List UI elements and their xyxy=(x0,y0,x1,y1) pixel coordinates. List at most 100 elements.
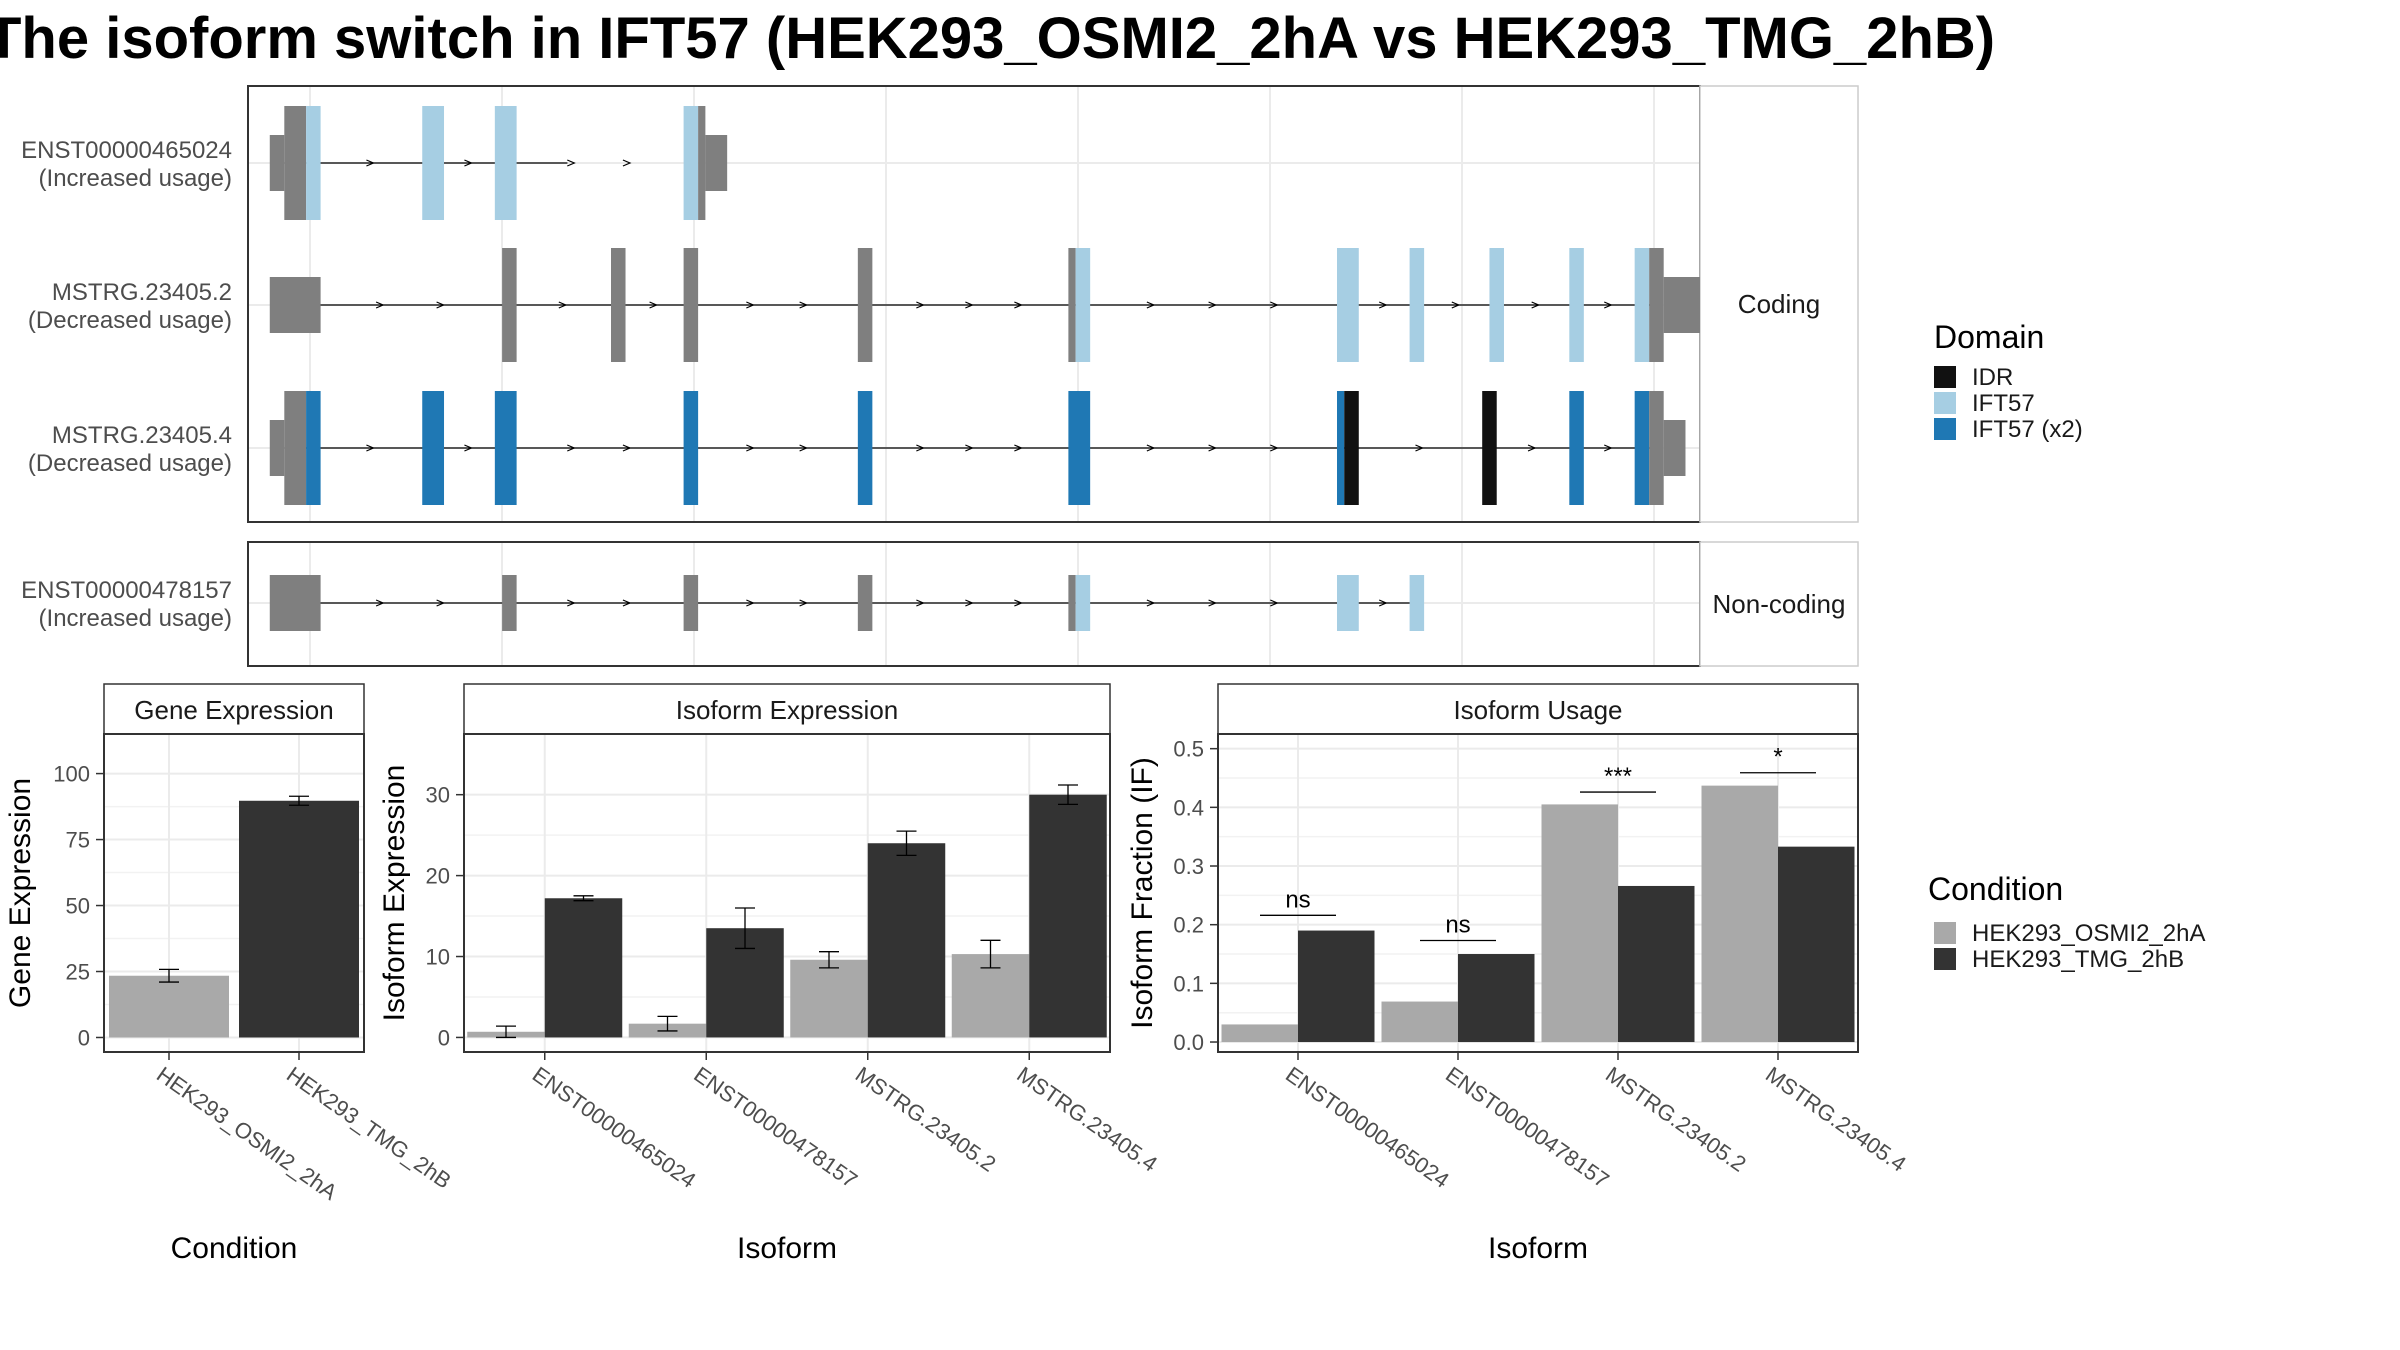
exon-domain-ift57 xyxy=(422,106,445,220)
exon-domain-ift57-x2 xyxy=(494,391,517,505)
exon-domain-ift57-x2 xyxy=(1569,391,1584,505)
figure-title: The isoform switch in IFT57 (HEK293_OSMI… xyxy=(0,6,1995,71)
exon-cds xyxy=(284,391,307,505)
group-strip xyxy=(1699,541,1859,667)
intron-arrow xyxy=(464,159,473,167)
exon-utr xyxy=(1663,277,1700,333)
y-tick-label: 75 xyxy=(66,828,90,853)
group-strip-label: Non-coding xyxy=(1713,589,1846,619)
domain-legend-key-ift57 xyxy=(1934,392,1956,414)
intron-arrow xyxy=(799,444,809,452)
y-tick-label: 25 xyxy=(66,960,90,985)
intron-arrow xyxy=(1531,301,1541,309)
x-axis-title: Isoform xyxy=(1488,1232,1588,1265)
bar-mstrg-23405-2-hek293-osmi2-2ha xyxy=(790,959,868,1038)
exon-domain-ift57 xyxy=(1409,575,1425,631)
intron-arrow xyxy=(366,444,375,452)
condition-legend-key-hek293-tmg-2hb xyxy=(1934,948,1956,970)
intron-arrow xyxy=(965,301,974,309)
y-tick-label: 100 xyxy=(53,762,90,787)
transcript-enst00000478157: ENST00000478157(Increased usage) xyxy=(21,575,1425,632)
exon-domain-ift57-x2 xyxy=(857,391,873,505)
intron-arrow xyxy=(916,301,925,309)
intron-arrow xyxy=(799,599,809,607)
exon-domain-ift57-x2 xyxy=(1634,391,1650,505)
domain-legend-label: IFT57 xyxy=(1972,390,2035,417)
intron-arrow xyxy=(375,301,385,309)
panel-border xyxy=(463,733,1111,1053)
intron-arrow xyxy=(375,599,385,607)
exon-cds xyxy=(284,106,307,220)
condition-legend-key-hek293-osmi2-2ha xyxy=(1934,922,1956,944)
exon-domain-ift57 xyxy=(1489,248,1504,362)
x-axis-title: Isoform xyxy=(737,1232,837,1265)
intron-arrow xyxy=(558,301,568,309)
transcript-group-coding: Coding ENST00000465024(Increased usage) MS… xyxy=(21,85,1859,523)
exon-utr xyxy=(857,575,873,631)
panel-strip xyxy=(103,683,365,735)
intron-arrow xyxy=(1146,444,1156,452)
exon-utr xyxy=(502,575,517,631)
exon-cds xyxy=(1068,248,1076,362)
bar-enst00000465024-hek293-tmg-2hb xyxy=(1298,930,1375,1043)
transcript-usage-label: (Increased usage) xyxy=(39,605,232,632)
intron-arrow xyxy=(965,599,974,607)
bar-hek293-osmi2-2ha xyxy=(109,975,229,1038)
bar-mstrg-23405-2-hek293-osmi2-2ha xyxy=(1541,804,1618,1043)
intron-arrow xyxy=(567,599,576,607)
intron-arrow xyxy=(1146,599,1156,607)
y-tick-label: 0.4 xyxy=(1173,795,1204,820)
intron-arrow xyxy=(1415,444,1425,452)
y-tick-label: 0.2 xyxy=(1173,913,1204,938)
intron-arrow xyxy=(1378,301,1388,309)
y-tick-label: 30 xyxy=(426,783,450,808)
transcript-id-label: ENST00000478157 xyxy=(21,577,232,604)
exon-domain-ift57-x2 xyxy=(1337,391,1345,505)
intron-arrow xyxy=(1270,599,1279,607)
condition-legend-label: HEK293_OSMI2_2hA xyxy=(1972,920,2205,947)
transcript-enst00000465024: ENST00000465024(Increased usage) xyxy=(21,106,728,220)
panel-strip-label: Gene Expression xyxy=(134,695,333,725)
group-strip-label: Coding xyxy=(1738,289,1820,319)
intron-arrow xyxy=(567,159,576,167)
significance-label: ns xyxy=(1445,912,1470,939)
group-strip xyxy=(1699,85,1859,523)
exon-utr xyxy=(1663,420,1686,476)
exon-cds xyxy=(683,248,699,362)
bar-enst00000478157-hek293-osmi2-2ha xyxy=(1381,1001,1458,1043)
transcript-id-label: MSTRG.23405.2 xyxy=(52,279,232,306)
intron-arrow xyxy=(622,159,632,167)
significance-label: * xyxy=(1773,744,1782,771)
domain-legend-key-idr xyxy=(1934,366,1956,388)
exon-cds xyxy=(1649,248,1664,362)
intron-arrow xyxy=(799,301,809,309)
exon-domain-ift57 xyxy=(1337,575,1359,631)
panel-border xyxy=(1217,733,1859,1053)
exon-utr xyxy=(1068,575,1076,631)
domain-legend-label: IDR xyxy=(1972,364,2013,391)
bar-mstrg-23405-4-hek293-osmi2-2ha xyxy=(1701,785,1778,1043)
exon-utr xyxy=(705,135,728,191)
panel-strip-label: Isoform Expression xyxy=(676,695,899,725)
intron-arrow xyxy=(1014,301,1023,309)
y-axis-title: Isoform Expression xyxy=(378,765,411,1022)
y-tick-label: 50 xyxy=(66,894,90,919)
intron-arrow xyxy=(965,444,974,452)
transcript-mstrg-23405-2: MSTRG.23405.2(Decreased usage) xyxy=(28,248,1700,362)
exon-domain-ift57 xyxy=(306,106,321,220)
transcript-usage-label: (Decreased usage) xyxy=(28,450,232,477)
panel-gene-expression: Gene Expression0255075100HEK293_OSMI2_2h… xyxy=(4,683,456,1265)
bar-mstrg-23405-2-hek293-tmg-2hb xyxy=(1618,885,1695,1043)
y-tick-label: 0 xyxy=(78,1025,90,1050)
y-tick-label: 0 xyxy=(438,1025,450,1050)
intron-arrow xyxy=(649,301,659,309)
exon-domain-ift57 xyxy=(1634,248,1650,362)
exon-domain-ift57 xyxy=(1075,248,1091,362)
transcript-id-label: ENST00000465024 xyxy=(21,137,232,164)
exon-domain-ift57 xyxy=(1337,248,1359,362)
panel-border xyxy=(103,733,365,1053)
intron-arrow xyxy=(436,301,446,309)
bar-mstrg-23405-2-hek293-tmg-2hb xyxy=(867,843,946,1038)
